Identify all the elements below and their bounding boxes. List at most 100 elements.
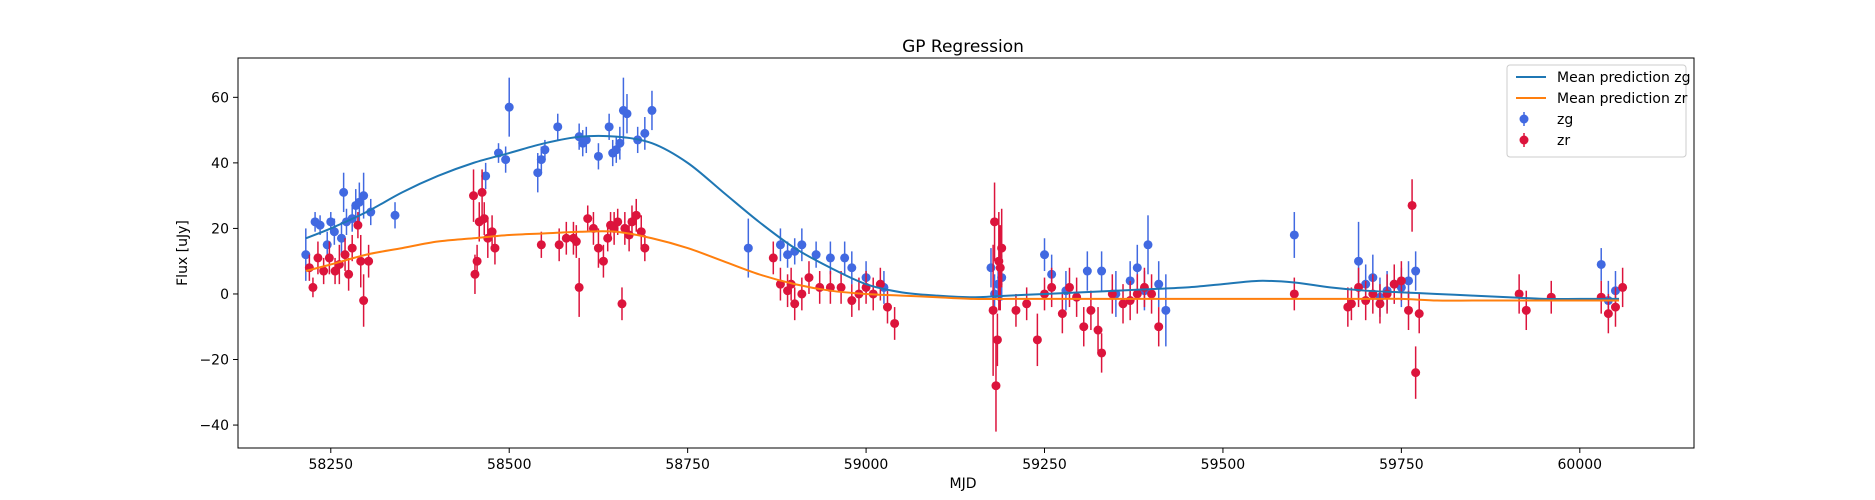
- series-zr: [304, 169, 1628, 432]
- data-point-zr: [308, 282, 318, 292]
- data-point-zg: [339, 187, 349, 197]
- data-point-zg: [1411, 266, 1421, 276]
- data-point-zg: [743, 243, 753, 253]
- data-point-zg: [604, 122, 614, 132]
- data-point-zr: [330, 266, 340, 276]
- data-point-zg: [1132, 263, 1142, 273]
- legend-marker-swatch: [1519, 135, 1529, 145]
- data-point-zr: [636, 227, 646, 237]
- data-point-zr: [790, 299, 800, 309]
- data-point-zg: [322, 240, 332, 250]
- legend: Mean prediction zg Mean prediction zr zg zr: [1506, 64, 1691, 158]
- data-point-zr: [1032, 335, 1042, 345]
- y-tick-label: −40: [199, 418, 229, 434]
- data-point-zr: [598, 256, 608, 266]
- data-point-zr: [359, 296, 369, 306]
- data-point-zg: [540, 145, 550, 155]
- data-point-zr: [1047, 282, 1057, 292]
- data-point-zr: [1618, 282, 1628, 292]
- data-point-zg: [481, 171, 491, 181]
- data-point-zr: [1346, 299, 1356, 309]
- data-point-zr: [571, 237, 581, 247]
- data-point-zr: [1603, 309, 1613, 319]
- data-point-zr: [1411, 368, 1421, 378]
- data-point-zr: [804, 273, 814, 283]
- data-point-zg: [1040, 250, 1050, 260]
- legend-label: Mean prediction zr: [1557, 91, 1688, 107]
- data-point-zr: [797, 289, 807, 299]
- y-tick-label: 20: [211, 221, 229, 237]
- data-point-zr: [1147, 289, 1157, 299]
- data-point-zr: [890, 318, 900, 328]
- data-point-zr: [1093, 325, 1103, 335]
- data-point-zg: [1161, 305, 1171, 315]
- data-point-zr: [313, 253, 323, 263]
- data-point-zg: [825, 253, 835, 263]
- plot-frame: [237, 57, 1695, 449]
- data-point-zr: [783, 286, 793, 296]
- axis-ticks: 58250 58500 58750 59000 59250 59500 59750 60000…: [199, 90, 1602, 473]
- data-point-zr: [875, 279, 885, 289]
- data-point-zg: [329, 227, 339, 237]
- data-point-zr: [988, 305, 998, 315]
- legend-label: Mean prediction zg: [1557, 70, 1691, 86]
- data-point-zg: [1354, 256, 1364, 266]
- line-mean-prediction-zr: [305, 230, 1620, 302]
- data-point-zr: [561, 233, 571, 243]
- data-point-zr: [1022, 299, 1032, 309]
- data-point-zr: [1361, 296, 1371, 306]
- data-point-zg: [1404, 276, 1414, 286]
- data-point-zr: [847, 296, 857, 306]
- data-point-zr: [1154, 322, 1164, 332]
- y-tick-label: −20: [199, 353, 229, 369]
- data-point-zr: [324, 253, 334, 263]
- data-point-zr: [1086, 305, 1096, 315]
- data-point-zg: [366, 207, 376, 217]
- data-point-zr: [479, 214, 489, 224]
- data-point-zr: [353, 220, 363, 230]
- data-point-zr: [574, 282, 584, 292]
- data-point-zr: [1118, 299, 1128, 309]
- data-point-zg: [504, 102, 514, 112]
- data-point-zr: [1139, 282, 1149, 292]
- data-point-zr: [1097, 348, 1107, 358]
- data-point-zg: [783, 250, 793, 260]
- data-point-zg: [553, 122, 563, 132]
- data-point-zr: [356, 256, 366, 266]
- data-point-zg: [326, 217, 336, 227]
- data-point-zr: [1375, 299, 1385, 309]
- data-point-zg: [354, 197, 364, 207]
- data-point-zr: [1414, 309, 1424, 319]
- chart-title: GP Regression: [902, 37, 1024, 57]
- data-point-zr: [1079, 322, 1089, 332]
- data-point-zr: [640, 243, 650, 253]
- data-point-zr: [1389, 279, 1399, 289]
- data-point-zr: [1125, 296, 1135, 306]
- data-point-zr: [617, 299, 627, 309]
- data-point-zg: [775, 240, 785, 250]
- data-point-zg: [647, 105, 657, 115]
- data-point-zr: [1407, 200, 1417, 210]
- data-point-zr: [1064, 282, 1074, 292]
- legend-marker-swatch: [1519, 114, 1529, 124]
- data-point-zg: [640, 128, 650, 138]
- x-tick-label: 59250: [1022, 457, 1067, 473]
- data-point-zr: [991, 381, 1001, 391]
- data-point-zr: [340, 250, 350, 260]
- y-tick-label: 40: [211, 156, 229, 172]
- data-point-zr: [1132, 289, 1142, 299]
- x-tick-label: 58250: [309, 457, 354, 473]
- data-point-zg: [615, 138, 625, 148]
- data-point-zr: [992, 335, 1002, 345]
- data-point-zr: [990, 217, 1000, 227]
- x-tick-label: 59750: [1379, 457, 1424, 473]
- data-point-zr: [1072, 292, 1082, 302]
- y-tick-label: 0: [220, 287, 229, 303]
- data-point-zg: [797, 240, 807, 250]
- data-point-zg: [336, 233, 346, 243]
- data-point-zg: [1289, 230, 1299, 240]
- data-point-zg: [840, 253, 850, 263]
- x-tick-label: 60000: [1558, 457, 1603, 473]
- data-point-zr: [364, 256, 374, 266]
- x-tick-label: 58500: [487, 457, 532, 473]
